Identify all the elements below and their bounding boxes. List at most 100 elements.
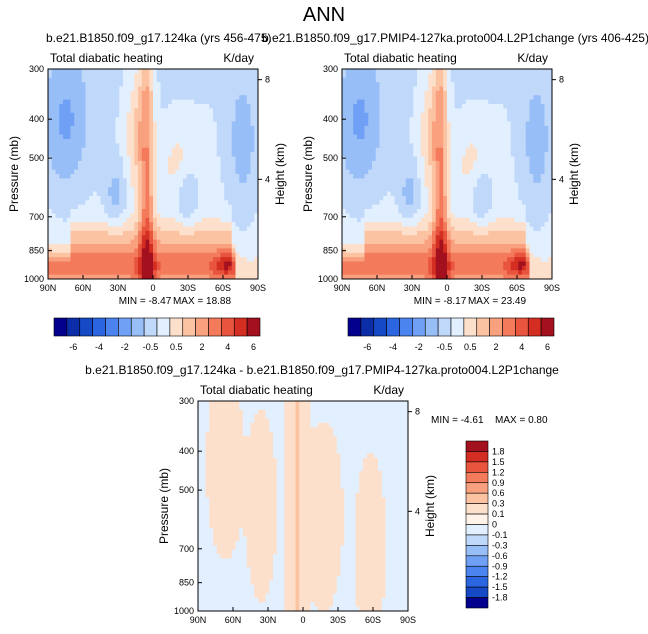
heatmap-cell — [119, 108, 124, 114]
heatmap-cell — [379, 108, 384, 114]
heatmap-cell — [160, 244, 165, 249]
heatmap-cell — [235, 69, 240, 74]
heatmap-cell — [390, 117, 395, 122]
heatmap-cell — [100, 235, 105, 241]
heatmap-cell — [383, 270, 388, 276]
heatmap-cell — [138, 95, 143, 101]
heatmap-cell — [216, 147, 221, 153]
heatmap-cell — [201, 86, 206, 92]
heatmap-cell — [89, 187, 94, 192]
heatmap-cell — [59, 143, 64, 149]
heatmap-cell — [213, 77, 218, 83]
heatmap-cell — [149, 226, 154, 232]
heatmap-cell — [171, 160, 176, 166]
heatmap-cell — [186, 178, 191, 184]
heatmap-cell — [145, 108, 150, 114]
heatmap-cell — [250, 169, 255, 175]
heatmap-cell — [488, 130, 493, 136]
heatmap-cell — [119, 244, 124, 249]
heatmap-cell — [63, 147, 68, 153]
heatmap-cell — [239, 125, 244, 131]
heatmap-cell — [435, 112, 440, 118]
heatmap-cell — [123, 213, 128, 219]
heatmap-cell — [89, 73, 94, 79]
heatmap-cell — [360, 191, 365, 197]
heatmap-cell — [424, 244, 429, 249]
heatmap-cell — [119, 86, 124, 92]
heatmap-cell — [85, 147, 90, 153]
heatmap-cell — [239, 130, 244, 136]
heatmap-cell — [145, 226, 150, 232]
heatmap-cell — [123, 244, 128, 249]
heatmap-cell — [409, 248, 414, 254]
heatmap-cell — [357, 265, 362, 271]
heatmap-cell — [413, 112, 418, 118]
heatmap-cell — [469, 178, 474, 184]
heatmap-cell — [108, 165, 113, 171]
heatmap-cell — [100, 169, 105, 175]
heatmap-cell — [345, 252, 350, 258]
heatmap-cell — [488, 147, 493, 153]
heatmap-cell — [417, 90, 422, 96]
heatmap-cell — [119, 112, 124, 118]
heatmap-cell — [168, 209, 173, 214]
heatmap-cell — [454, 73, 459, 79]
heatmap-cell — [198, 252, 203, 258]
heatmap-cell — [156, 187, 161, 192]
heatmap-cell — [254, 86, 259, 92]
heatmap-cell — [209, 143, 214, 149]
heatmap-cell — [156, 248, 161, 254]
heatmap-cell — [145, 257, 150, 262]
heatmap-cell — [499, 182, 504, 188]
heatmap-cell — [153, 274, 158, 280]
heatmap-cell — [420, 191, 425, 197]
heatmap-cell — [390, 156, 395, 162]
heatmap-cell — [454, 95, 459, 101]
heatmap-cell — [349, 82, 354, 87]
heatmap-cell — [372, 125, 377, 131]
heatmap-cell — [368, 95, 373, 101]
heatmap-cell — [134, 239, 139, 245]
heatmap-cell — [224, 252, 229, 258]
heatmap-cell — [239, 187, 244, 192]
heatmap-cell — [450, 182, 455, 188]
heatmap-cell — [115, 222, 120, 227]
heatmap-cell — [405, 213, 410, 219]
heatmap-cell — [183, 125, 188, 131]
heatmap-cell — [228, 134, 233, 140]
heatmap-cell — [231, 195, 236, 201]
heatmap-cell — [228, 226, 233, 232]
heatmap-cell — [59, 77, 64, 83]
heatmap-cell — [115, 239, 120, 245]
heatmap-cell — [402, 187, 407, 192]
heatmap-cell — [194, 235, 199, 241]
heatmap-cell — [495, 274, 500, 280]
heatmap-cell — [190, 99, 195, 105]
heatmap-cell — [141, 69, 146, 74]
heatmap-cell — [514, 73, 519, 79]
heatmap-cell — [134, 195, 139, 201]
heatmap-cell — [353, 152, 358, 157]
heatmap-cell — [246, 195, 251, 201]
heatmap-cell — [96, 90, 101, 96]
heatmap-cell — [224, 169, 229, 175]
heatmap-cell — [85, 270, 90, 276]
heatmap-cell — [145, 230, 150, 236]
heatmap-cell — [510, 95, 515, 101]
heatmap-cell — [450, 204, 455, 210]
heatmap-cell — [194, 204, 199, 210]
heatmap-cell — [93, 274, 98, 280]
heatmap-cell — [458, 261, 463, 267]
heatmap-cell — [126, 239, 131, 245]
heatmap-cell — [409, 174, 414, 179]
heatmap-cell — [477, 104, 482, 109]
heatmap-cell — [357, 252, 362, 258]
heatmap-cell — [254, 178, 259, 184]
heatmap-cell — [390, 204, 395, 210]
heatmap-cell — [372, 195, 377, 201]
heatmap-cell — [66, 239, 71, 245]
heatmap-cell — [379, 134, 384, 140]
heatmap-cell — [480, 195, 485, 201]
heatmap-cell — [492, 117, 497, 122]
